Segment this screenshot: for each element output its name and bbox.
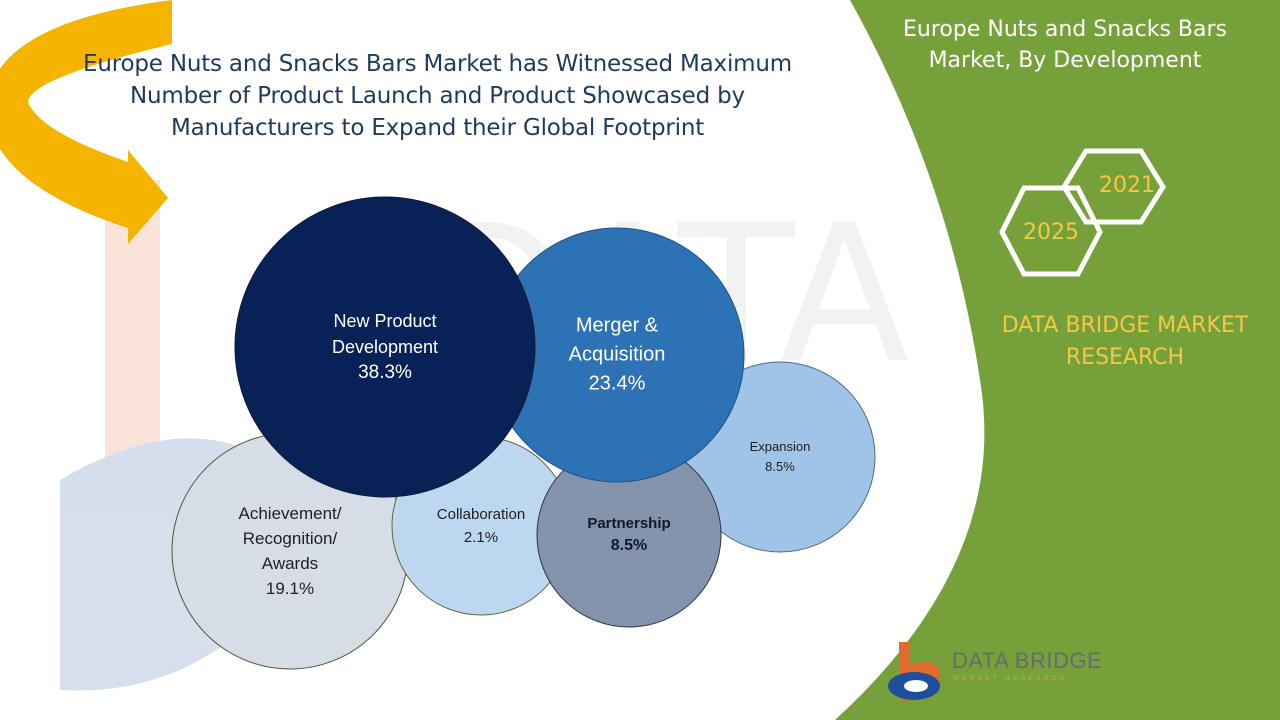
year-start-label: 2021 — [1099, 173, 1155, 198]
bubble-value-label: 8.5% — [610, 537, 648, 554]
bubble-category-label: Achievement/Recognition/Awards — [238, 504, 342, 573]
bubble-new-product-development — [234, 196, 536, 498]
logo-tagline: MARKET RESEARCH — [953, 675, 1068, 682]
bubble-value-label: 8.5% — [765, 459, 795, 474]
bubble-label: New Product Development 38.3% — [332, 308, 438, 386]
bubble-category-label: Collaboration — [436, 506, 526, 523]
hexagon-icon — [999, 185, 1103, 277]
side-panel-title: Europe Nuts and Snacks Bars Market, By D… — [903, 17, 1227, 73]
logo-name: DATA BRIDGE — [952, 648, 1103, 673]
brand-label: DATA BRIDGE MARKET RESEARCH — [1001, 313, 1249, 370]
bubble-value-label: 2.1% — [463, 529, 499, 546]
bubble-category-label: New Product Development — [331, 311, 439, 357]
green-side-panel — [835, 0, 1280, 720]
bubble-value-label: 38.3% — [358, 362, 412, 383]
data-bridge-logo-icon — [888, 642, 941, 701]
bubble-value-label: 23.4% — [588, 372, 646, 395]
year-end-label: 2025 — [1023, 220, 1079, 245]
bubble-category-label: Expansion — [749, 439, 811, 454]
curved-arrow-icon — [0, 0, 172, 244]
bubble-chart — [171, 196, 876, 670]
bubble-label: Achievement/Recognition/Awards 19.1% — [239, 501, 342, 601]
bubble-label: Expansion 8.5% — [750, 437, 811, 477]
bubble-label: Merger & Acquisition 23.4% — [569, 312, 666, 399]
page-title: Europe Nuts and Snacks Bars Market has W… — [83, 51, 792, 141]
bubble-value-label: 19.1% — [265, 579, 315, 598]
bubble-label: Partnership 8.5% — [587, 513, 670, 557]
bubble-category-label: Partnership — [587, 515, 671, 532]
bubble-label: Collaboration 2.1% — [437, 503, 525, 549]
bubble-category-label: Merger & Acquisition — [568, 314, 666, 366]
